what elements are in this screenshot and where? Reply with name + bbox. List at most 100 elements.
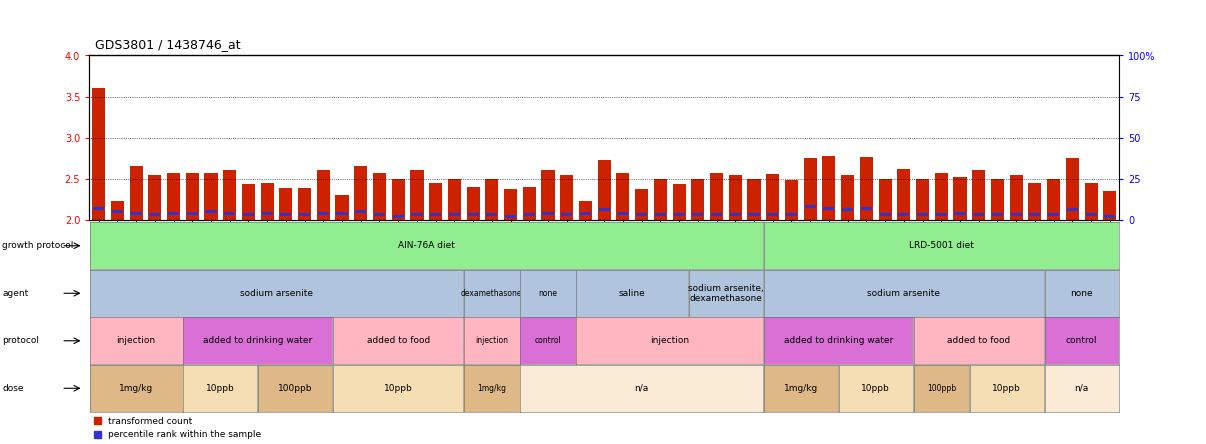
Bar: [749, 214, 760, 216]
Bar: [878, 179, 891, 220]
Bar: [356, 210, 367, 213]
Text: injection: injection: [117, 336, 156, 345]
Text: sodium arsenite,
dexamethasone: sodium arsenite, dexamethasone: [689, 284, 763, 303]
Bar: [373, 173, 386, 220]
Bar: [616, 173, 630, 220]
Bar: [636, 189, 648, 220]
Bar: [298, 188, 311, 220]
Bar: [262, 212, 273, 215]
Bar: [803, 158, 816, 220]
Bar: [204, 173, 217, 220]
Bar: [505, 215, 516, 218]
Bar: [523, 214, 535, 216]
Bar: [710, 173, 724, 220]
Bar: [954, 177, 966, 220]
Bar: [335, 195, 349, 220]
Bar: [486, 214, 497, 216]
Text: dexamethasone: dexamethasone: [461, 289, 522, 298]
Text: growth protocol: growth protocol: [2, 241, 74, 250]
Bar: [954, 212, 966, 215]
Bar: [187, 212, 198, 215]
Text: saline: saline: [619, 289, 645, 298]
Bar: [897, 169, 911, 220]
Bar: [468, 214, 479, 216]
Bar: [1103, 191, 1117, 220]
Bar: [654, 179, 667, 220]
Bar: [1047, 179, 1060, 220]
Text: 1mg/kg: 1mg/kg: [119, 384, 153, 393]
Bar: [355, 166, 368, 220]
Text: 100ppb: 100ppb: [926, 384, 956, 393]
Bar: [561, 214, 573, 216]
Bar: [673, 184, 686, 220]
Bar: [766, 174, 779, 220]
Bar: [431, 214, 441, 216]
Bar: [935, 173, 948, 220]
Text: 1mg/kg: 1mg/kg: [784, 384, 818, 393]
Text: sodium arsenite: sodium arsenite: [867, 289, 941, 298]
Bar: [467, 187, 480, 220]
Bar: [841, 174, 854, 220]
Text: LRD-5001 diet: LRD-5001 diet: [909, 241, 973, 250]
Bar: [1067, 208, 1078, 211]
Bar: [504, 189, 517, 220]
Bar: [280, 188, 292, 220]
Bar: [879, 214, 891, 216]
Bar: [224, 212, 235, 215]
Bar: [1009, 174, 1023, 220]
Bar: [692, 214, 703, 216]
Bar: [223, 170, 236, 220]
Bar: [374, 214, 385, 216]
Bar: [972, 170, 985, 220]
Bar: [92, 88, 105, 220]
Bar: [150, 214, 160, 216]
Bar: [579, 201, 592, 220]
Bar: [1048, 214, 1059, 216]
Bar: [898, 214, 909, 216]
Bar: [522, 187, 535, 220]
Bar: [1105, 215, 1116, 218]
Bar: [842, 208, 853, 211]
Bar: [429, 183, 443, 220]
Bar: [785, 180, 798, 220]
Bar: [767, 214, 778, 216]
Bar: [317, 170, 330, 220]
Bar: [598, 160, 610, 220]
Text: added to drinking water: added to drinking water: [784, 336, 892, 345]
Text: sodium arsenite: sodium arsenite: [240, 289, 314, 298]
Bar: [242, 184, 254, 220]
Bar: [728, 174, 742, 220]
Text: protocol: protocol: [2, 336, 40, 345]
Text: added to food: added to food: [947, 336, 1011, 345]
Bar: [186, 173, 199, 220]
Bar: [655, 214, 666, 216]
Bar: [1030, 214, 1041, 216]
Bar: [786, 214, 797, 216]
Bar: [168, 212, 178, 215]
Bar: [541, 170, 555, 220]
Bar: [561, 174, 573, 220]
Text: 10ppb: 10ppb: [861, 384, 890, 393]
Text: none: none: [1071, 289, 1093, 298]
Bar: [860, 157, 873, 220]
Bar: [1011, 214, 1021, 216]
Text: dose: dose: [2, 384, 24, 393]
Bar: [93, 207, 104, 210]
Bar: [112, 210, 123, 213]
Bar: [691, 179, 704, 220]
Bar: [299, 214, 310, 216]
Bar: [317, 212, 329, 215]
Bar: [1066, 158, 1079, 220]
Text: injection: injection: [650, 336, 690, 345]
Bar: [148, 174, 162, 220]
Bar: [804, 205, 815, 208]
Bar: [712, 214, 722, 216]
Bar: [991, 179, 1005, 220]
Text: 10ppb: 10ppb: [993, 384, 1021, 393]
Bar: [242, 214, 254, 216]
Bar: [392, 179, 405, 220]
Bar: [673, 214, 685, 216]
Bar: [617, 212, 628, 215]
Bar: [917, 214, 929, 216]
Bar: [166, 173, 180, 220]
